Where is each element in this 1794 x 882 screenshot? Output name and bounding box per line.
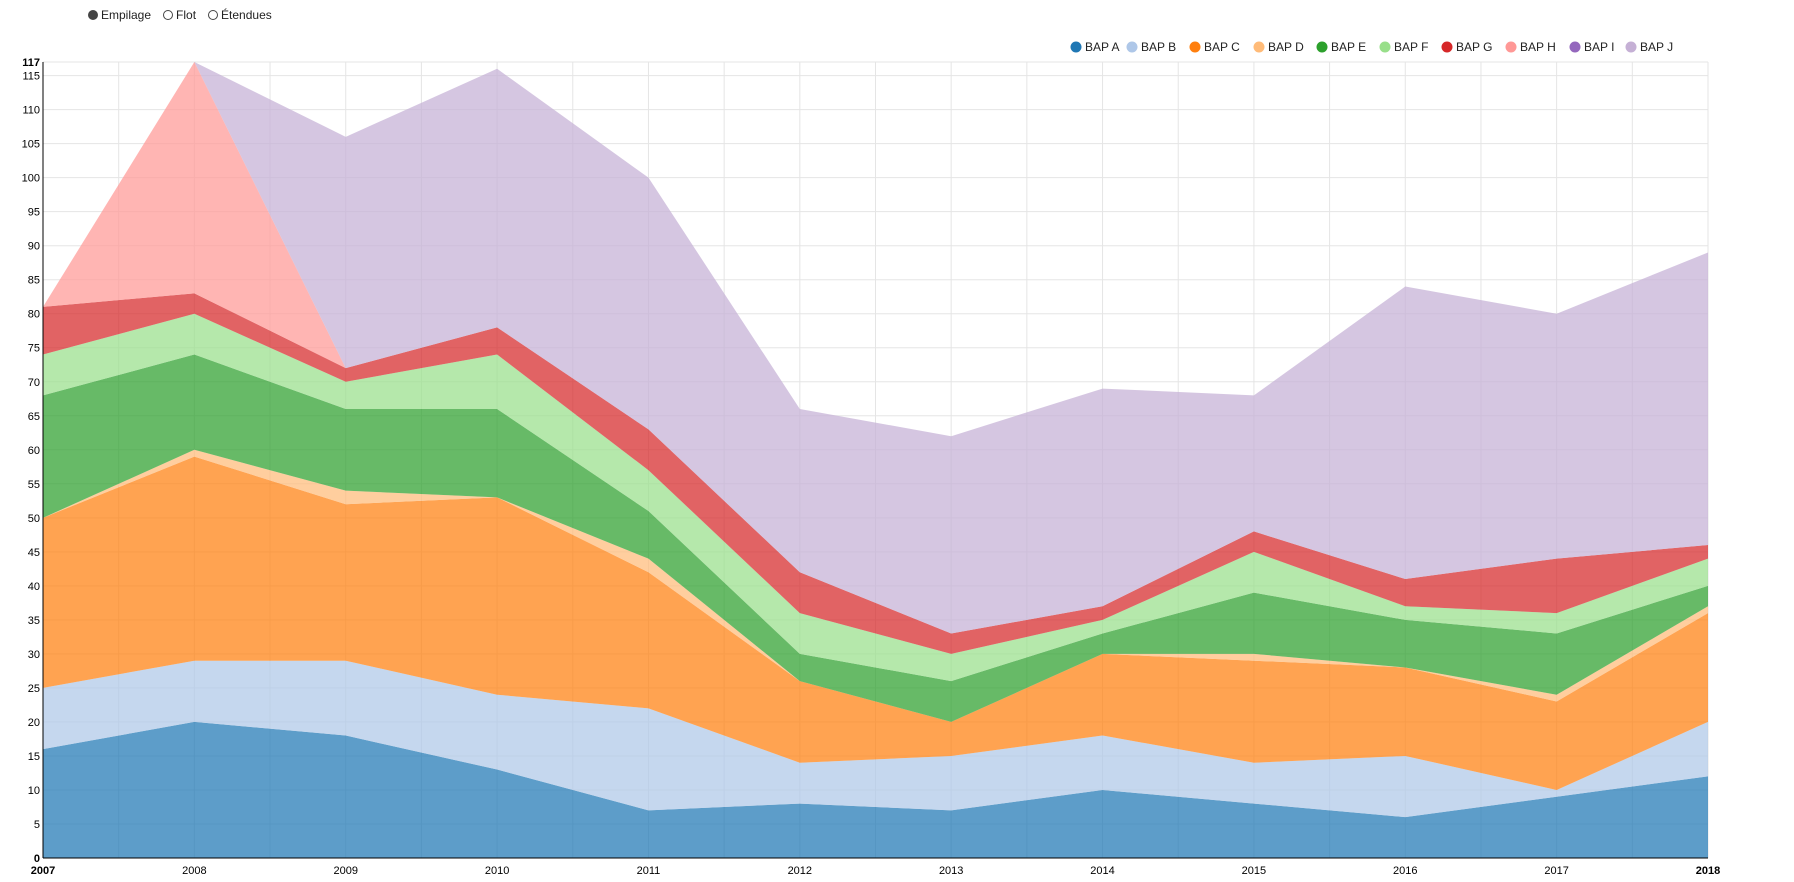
- y-tick-label: 100: [22, 173, 40, 185]
- area-bap-c[interactable]: [43, 456, 1708, 790]
- legend-label: BAP D: [1268, 40, 1304, 54]
- x-tick-label: 2007: [31, 865, 55, 877]
- y-tick-label: 45: [28, 547, 40, 559]
- x-tick-label: 2018: [1696, 865, 1720, 877]
- legend-swatch: [1625, 41, 1637, 53]
- area-bap-j[interactable]: [43, 62, 1708, 634]
- y-tick-label: 80: [28, 309, 40, 321]
- legend-swatch: [1379, 41, 1391, 53]
- y-tick-label: 55: [28, 479, 40, 491]
- legend-item-bap-e[interactable]: BAP E: [1316, 40, 1367, 54]
- legend-label: BAP I: [1584, 40, 1614, 54]
- y-tick-label: 75: [28, 343, 40, 355]
- x-tick-label: 2011: [637, 865, 661, 877]
- y-tick-label: 95: [28, 207, 40, 219]
- mode-option-label: Flot: [176, 8, 197, 22]
- legend-swatch: [1316, 41, 1328, 53]
- legend-item-bap-b[interactable]: BAP B: [1126, 40, 1177, 54]
- y-tick-label: 117: [22, 57, 40, 69]
- y-tick-label: 35: [28, 615, 40, 627]
- y-tick-label: 0: [34, 853, 40, 865]
- legend-swatch: [1189, 41, 1201, 53]
- y-tick-label: 105: [22, 139, 40, 151]
- legend: BAP A BAP B BAP C BAP D BAP E BAP F BAP G BAP H…: [1070, 40, 1674, 54]
- mode-option-1[interactable]: Flot: [163, 8, 196, 22]
- legend-item-bap-c[interactable]: BAP C: [1189, 40, 1241, 54]
- legend-label: BAP B: [1141, 40, 1176, 54]
- legend-label: BAP C: [1204, 40, 1240, 54]
- y-tick-label: 85: [28, 275, 40, 287]
- legend-item-bap-f[interactable]: BAP F: [1379, 40, 1429, 54]
- x-tick-label: 2009: [333, 865, 357, 877]
- mode-option-label: Étendues: [221, 8, 272, 22]
- y-tick-label: 65: [28, 411, 40, 423]
- y-tick-label: 70: [28, 377, 40, 389]
- legend-swatch: [1569, 41, 1581, 53]
- legend-item-bap-a[interactable]: BAP A: [1070, 40, 1120, 54]
- y-tick-label: 20: [28, 717, 40, 729]
- legend-swatch: [1126, 41, 1138, 53]
- legend-swatch: [1505, 41, 1517, 53]
- area-bap-b[interactable]: [43, 660, 1708, 818]
- y-tick-label: 10: [28, 785, 40, 797]
- legend-label: BAP E: [1331, 40, 1366, 54]
- x-tick-label: 2008: [182, 865, 206, 877]
- radio-icon[interactable]: [163, 10, 174, 20]
- mode-option-2[interactable]: Étendues: [208, 8, 272, 22]
- legend-item-bap-h[interactable]: BAP H: [1505, 40, 1556, 54]
- legend-swatch: [1253, 41, 1265, 53]
- axes: 0 5 10 15 20 25 30 35 40 45 50 55 60 65 70 75 80 85 90 95 10…: [22, 57, 1721, 877]
- radio-icon[interactable]: [88, 10, 98, 20]
- y-tick-label: 50: [28, 513, 40, 525]
- x-tick-label: 2012: [788, 865, 812, 877]
- area-bap-h[interactable]: [43, 62, 1708, 634]
- y-tick-label: 110: [22, 105, 40, 117]
- legend-swatch: [1441, 41, 1453, 53]
- legend-label: BAP H: [1520, 40, 1556, 54]
- mode-option-label: Empilage: [101, 8, 152, 22]
- y-tick-label: 5: [34, 819, 40, 831]
- y-tick-label: 60: [28, 445, 40, 457]
- legend-label: BAP G: [1456, 40, 1492, 54]
- y-tick-label: 25: [28, 683, 40, 695]
- area-bap-g[interactable]: [43, 293, 1708, 654]
- legend-item-bap-d[interactable]: BAP D: [1253, 40, 1305, 54]
- legend-item-bap-j[interactable]: BAP J: [1625, 40, 1674, 54]
- area-bap-f[interactable]: [43, 313, 1708, 682]
- legend-label: BAP A: [1085, 40, 1119, 54]
- legend-swatch: [1070, 41, 1082, 53]
- radio-icon[interactable]: [208, 10, 219, 20]
- area-bap-e[interactable]: [43, 354, 1708, 722]
- chart-mode-controls: Empilage Flot Étendues: [88, 8, 272, 22]
- y-tick-label: 15: [28, 751, 40, 763]
- y-tick-label: 90: [28, 241, 40, 253]
- mode-option-0[interactable]: Empilage: [88, 8, 151, 22]
- legend-item-bap-i[interactable]: BAP I: [1569, 40, 1615, 54]
- y-tick-label: 115: [22, 71, 40, 83]
- area-bap-a[interactable]: [43, 721, 1708, 858]
- area-series: [43, 62, 1708, 858]
- x-tick-label: 2015: [1242, 865, 1266, 877]
- legend-item-bap-g[interactable]: BAP G: [1441, 40, 1493, 54]
- x-tick-label: 2017: [1544, 865, 1568, 877]
- x-tick-label: 2010: [485, 865, 509, 877]
- x-tick-label: 2013: [939, 865, 963, 877]
- legend-label: BAP J: [1640, 40, 1673, 54]
- y-tick-label: 30: [28, 649, 40, 661]
- y-tick-label: 40: [28, 581, 40, 593]
- legend-label: BAP F: [1394, 40, 1428, 54]
- x-tick-label: 2014: [1090, 865, 1114, 877]
- area-bap-d[interactable]: [43, 449, 1708, 722]
- x-tick-label: 2016: [1393, 865, 1417, 877]
